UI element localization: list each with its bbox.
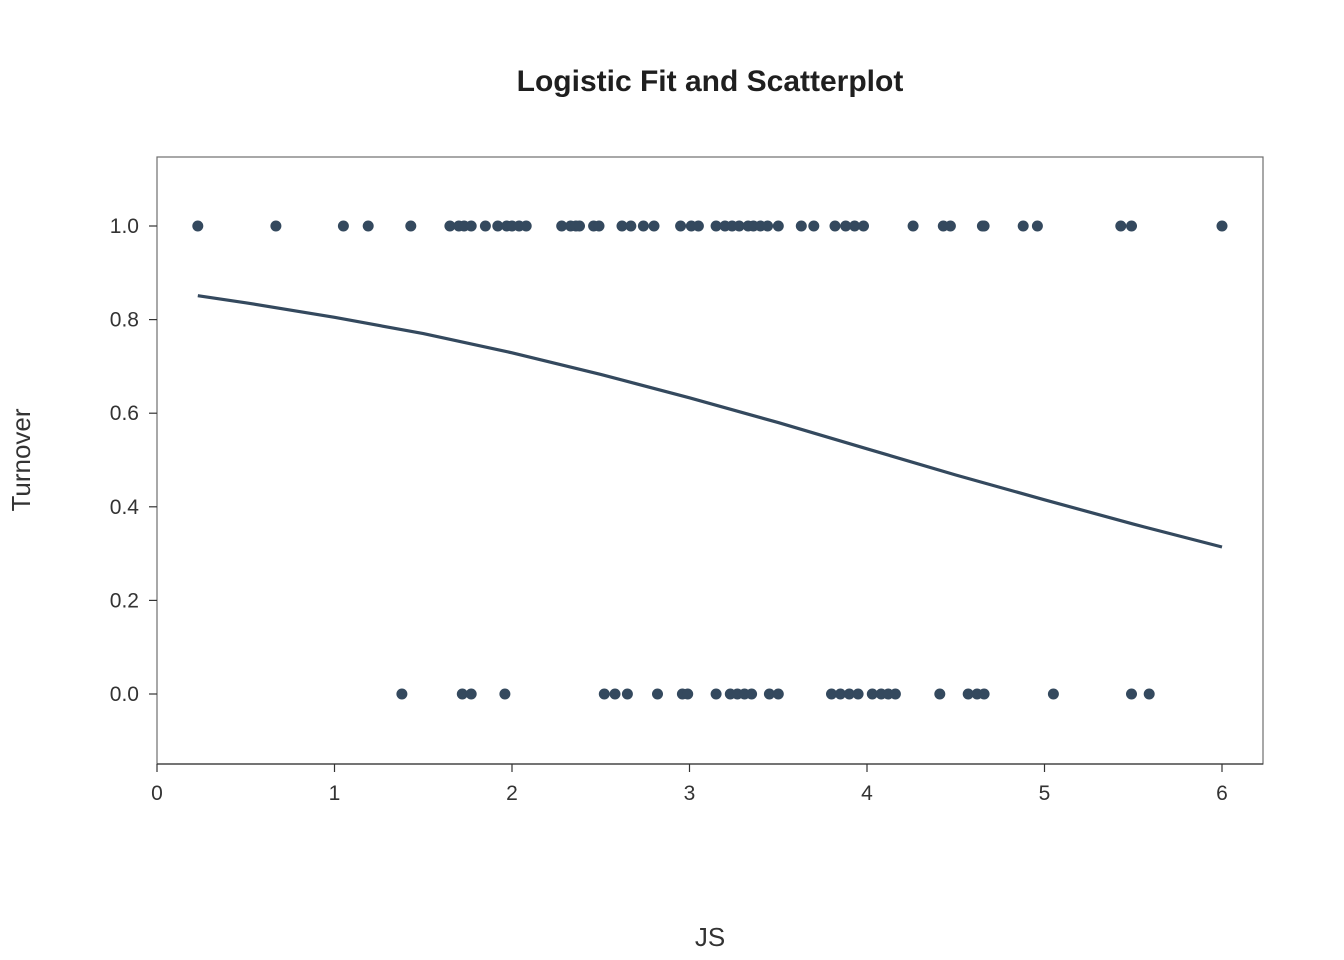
data-point: [710, 688, 722, 700]
data-point: [772, 688, 784, 700]
x-tick-label: 0: [151, 782, 163, 805]
data-point: [763, 688, 775, 700]
data-point: [692, 220, 704, 232]
data-point: [520, 220, 532, 232]
data-point: [1031, 220, 1043, 232]
data-point: [362, 220, 374, 232]
data-point: [465, 220, 477, 232]
data-point: [270, 220, 282, 232]
data-point: [1126, 688, 1137, 700]
data-point: [840, 220, 852, 232]
data-point: [978, 220, 990, 232]
data-point: [889, 688, 901, 700]
data-point: [934, 688, 946, 700]
data-point: [465, 688, 477, 700]
y-tick-label: 0.6: [110, 402, 139, 425]
x-tick-label: 6: [1216, 782, 1228, 805]
data-point: [710, 220, 722, 232]
y-axis-label: Turnover: [6, 408, 36, 511]
data-point: [866, 688, 878, 700]
data-point: [192, 220, 204, 232]
x-axis-label: JS: [695, 922, 725, 952]
data-point: [829, 220, 841, 232]
data-point: [1115, 220, 1127, 232]
y-tick-label: 0.2: [110, 589, 139, 612]
data-point: [1216, 220, 1228, 232]
y-axis: 0.0 0.2 0.4 0.6 0.8 1.0: [110, 215, 157, 706]
data-point: [772, 220, 784, 232]
data-point: [337, 220, 349, 232]
data-point: [456, 688, 468, 700]
data-point: [621, 688, 633, 700]
data-point: [682, 688, 694, 700]
data-point: [479, 220, 491, 232]
data-point: [574, 220, 585, 232]
data-point: [648, 220, 660, 232]
y-tick-label: 0.0: [110, 683, 139, 706]
data-point: [978, 688, 990, 700]
data-point: [675, 220, 687, 232]
x-tick-label: 2: [506, 782, 518, 805]
x-tick-label: 4: [861, 782, 873, 805]
x-axis: 0 1 2 3 4 5 6: [151, 763, 1263, 805]
data-point: [808, 220, 820, 232]
data-point: [492, 220, 504, 232]
data-point: [652, 688, 663, 700]
fit-line-layer: [197, 294, 1223, 549]
data-point: [625, 220, 637, 232]
data-point: [405, 220, 417, 232]
data-point: [733, 220, 745, 232]
logistic-fit-line: [197, 294, 1223, 549]
data-point: [962, 688, 974, 700]
data-point: [746, 688, 758, 700]
data-point: [834, 688, 846, 700]
y-tick-label: 0.8: [110, 309, 139, 332]
data-point: [637, 220, 649, 232]
data-points-layer: [192, 220, 1228, 700]
data-point: [396, 688, 408, 700]
data-point: [858, 220, 869, 232]
data-point: [598, 688, 610, 700]
data-point: [556, 220, 568, 232]
data-point: [1143, 688, 1155, 700]
data-point: [843, 688, 855, 700]
y-tick-label: 1.0: [110, 215, 139, 238]
chart-title: Logistic Fit and Scatterplot: [517, 65, 904, 98]
data-point: [849, 220, 861, 232]
data-point: [762, 220, 774, 232]
data-point: [826, 688, 837, 700]
data-point: [593, 220, 605, 232]
data-point: [499, 688, 511, 700]
data-point: [616, 220, 628, 232]
data-point: [1126, 220, 1137, 232]
x-tick-label: 5: [1039, 782, 1051, 805]
data-point: [1047, 688, 1059, 700]
data-point: [609, 688, 621, 700]
plot-panel-border: [156, 156, 1264, 765]
data-point: [444, 220, 456, 232]
data-point: [907, 220, 919, 232]
data-point: [1017, 220, 1029, 232]
x-tick-label: 3: [684, 782, 696, 805]
y-tick-label: 0.4: [110, 496, 140, 519]
data-point: [795, 220, 807, 232]
data-point: [944, 220, 956, 232]
x-tick-label: 1: [329, 782, 341, 805]
data-point: [852, 688, 864, 700]
